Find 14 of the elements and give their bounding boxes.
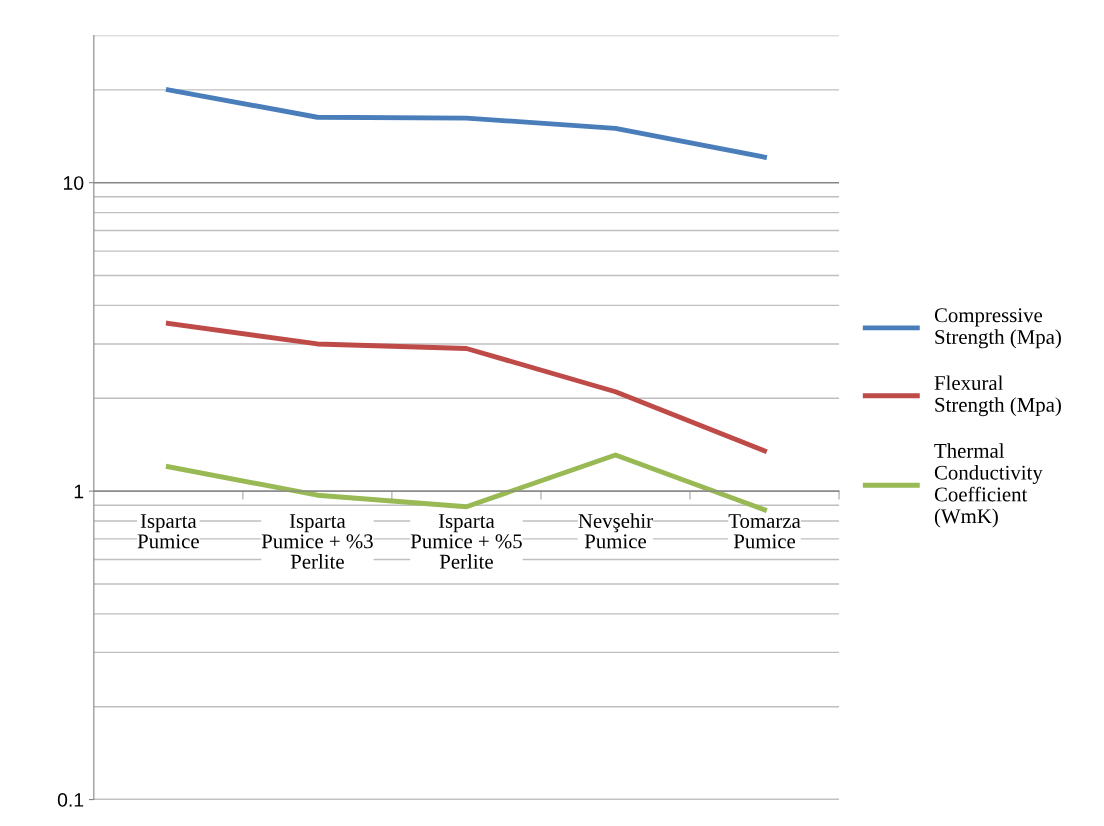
x-tick-label: Nevşehir Pumice bbox=[578, 513, 653, 549]
line-series bbox=[165, 87, 767, 160]
x-tick-label: Tomarza Pumice bbox=[728, 514, 801, 549]
x-tick-label: Isparta Pumice + %5 Perlite bbox=[410, 514, 522, 569]
x-tick-label: Isparta Pumice bbox=[137, 514, 199, 549]
y-tick-label: 1 bbox=[74, 484, 84, 499]
y-tick-label: 0.1 bbox=[57, 793, 84, 807]
line-series bbox=[165, 320, 767, 454]
y-tick-label: 10 bbox=[63, 176, 84, 190]
legend-label: Compressive Strength (Mpa) bbox=[934, 308, 1061, 349]
x-tick-label: Isparta Pumice + %3 Perlite bbox=[261, 514, 373, 569]
legend-label: Thermal Conductivity Coefficient (WmK) bbox=[934, 443, 1043, 528]
line-series bbox=[165, 452, 767, 513]
legend-label: Flexural Strength (Mpa) bbox=[934, 375, 1061, 417]
